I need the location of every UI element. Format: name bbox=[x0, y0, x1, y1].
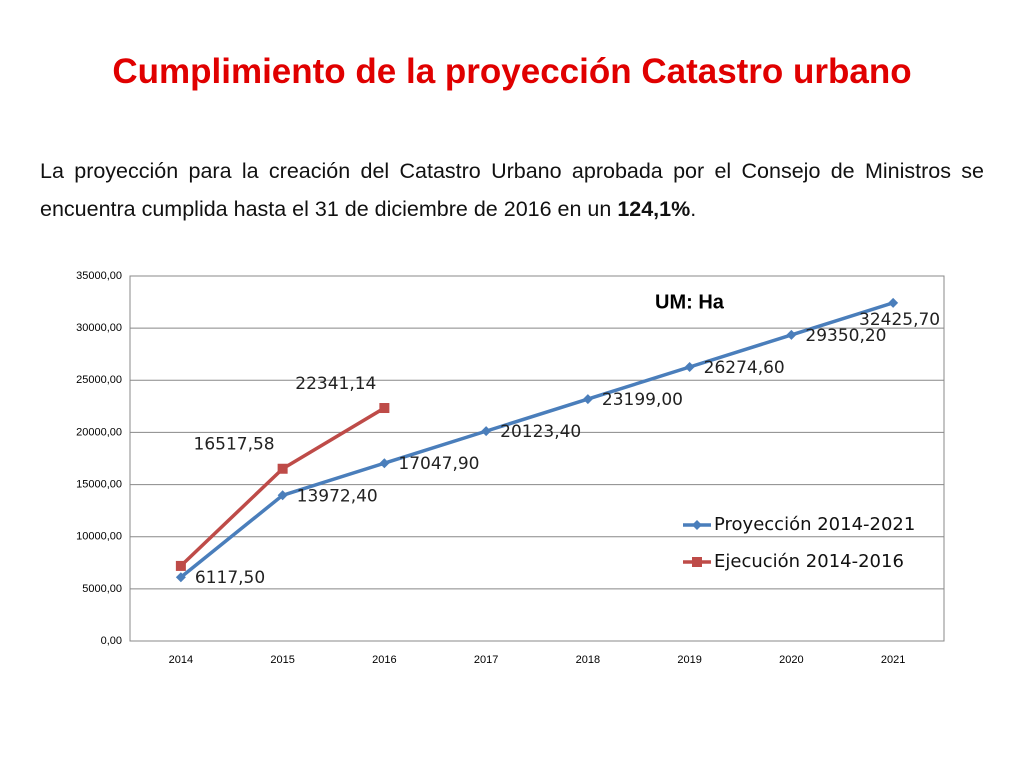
unit-annotation: UM: Ha bbox=[655, 291, 725, 313]
data-point bbox=[684, 361, 695, 372]
data-point bbox=[582, 394, 593, 405]
data-label: 20123,40 bbox=[500, 422, 581, 442]
data-label: 17047,90 bbox=[398, 454, 479, 474]
data-point bbox=[277, 463, 288, 474]
description: La proyección para la creación del Catas… bbox=[40, 152, 984, 228]
y-tick-label: 25000,00 bbox=[76, 374, 122, 386]
x-tick-label: 2020 bbox=[779, 654, 803, 666]
data-label: 6117,50 bbox=[195, 568, 265, 588]
y-tick-label: 35000,00 bbox=[76, 270, 122, 282]
data-point bbox=[277, 490, 288, 501]
data-label: 16517,58 bbox=[194, 435, 275, 455]
x-tick-label: 2015 bbox=[270, 654, 294, 666]
legend-marker bbox=[692, 520, 702, 530]
x-tick-label: 2016 bbox=[372, 654, 396, 666]
x-tick-label: 2017 bbox=[474, 654, 498, 666]
text: . bbox=[690, 197, 697, 221]
legend-label: Proyección 2014-2021 bbox=[714, 514, 915, 535]
y-tick-label: 0,00 bbox=[101, 635, 122, 647]
legend-label: Ejecución 2014-2016 bbox=[714, 551, 904, 572]
text: La proyección para la creación del Catas… bbox=[40, 159, 984, 221]
data-point bbox=[379, 403, 390, 414]
series-line bbox=[179, 301, 894, 579]
x-tick-label: 2014 bbox=[169, 654, 193, 666]
legend-marker bbox=[692, 557, 702, 567]
y-tick-label: 20000,00 bbox=[76, 426, 122, 438]
y-tick-label: 5000,00 bbox=[82, 583, 122, 595]
data-point bbox=[481, 426, 492, 437]
data-point bbox=[175, 572, 186, 583]
data-point bbox=[175, 560, 186, 571]
data-label: 32425,70 bbox=[859, 310, 940, 330]
data-label: 22341,14 bbox=[295, 374, 376, 394]
y-tick-label: 15000,00 bbox=[76, 478, 122, 490]
data-label: 23199,00 bbox=[602, 390, 683, 410]
data-point bbox=[379, 458, 390, 469]
data-label: 26274,60 bbox=[704, 358, 785, 378]
y-tick-label: 30000,00 bbox=[76, 322, 122, 334]
data-label: 13972,40 bbox=[297, 486, 378, 506]
x-tick-label: 2021 bbox=[881, 654, 905, 666]
y-tick-label: 10000,00 bbox=[76, 531, 122, 543]
data-label: 29350,20 bbox=[805, 326, 886, 346]
x-tick-label: 2019 bbox=[677, 654, 701, 666]
x-tick-label: 2018 bbox=[576, 654, 600, 666]
slide-title: Cumplimiento de la proyección Catastro u… bbox=[112, 52, 912, 91]
data-point bbox=[786, 329, 797, 340]
plot-border bbox=[129, 275, 945, 642]
data-point bbox=[888, 297, 899, 308]
highlight: 124,1% bbox=[617, 197, 691, 221]
legend: Proyección 2014-2021 Ejecución 2014-2016 bbox=[683, 514, 915, 572]
